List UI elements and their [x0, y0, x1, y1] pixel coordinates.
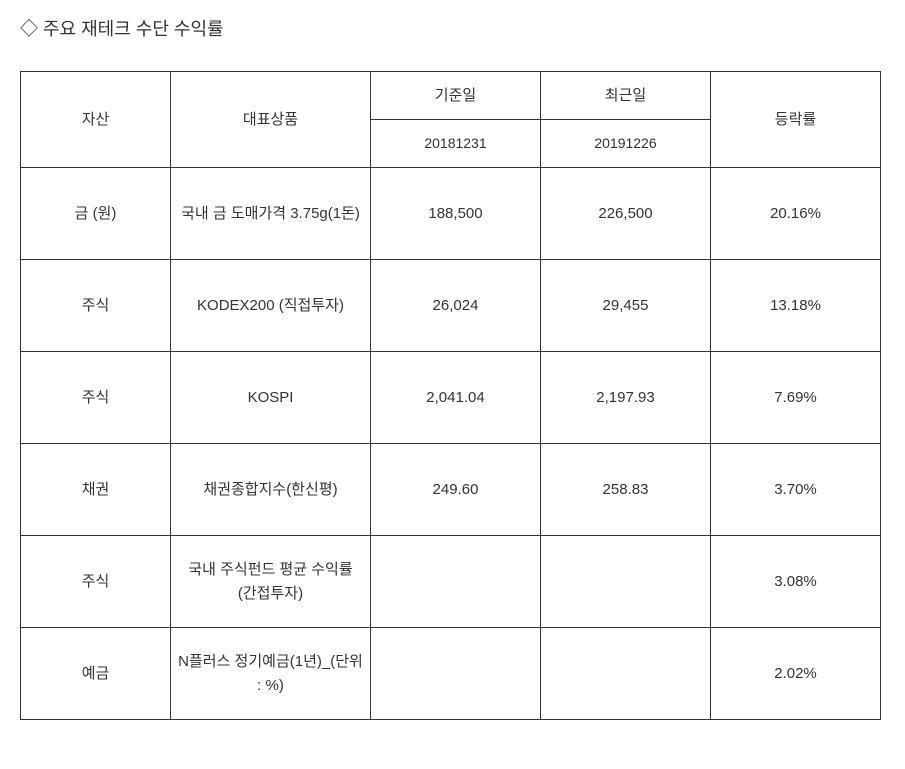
cell-rate: 3.70% [711, 444, 881, 536]
cell-rate: 3.08% [711, 536, 881, 628]
header-recent-date: 20191226 [541, 120, 711, 168]
cell-base: 249.60 [371, 444, 541, 536]
cell-base [371, 536, 541, 628]
table-row: 예금 N플러스 정기예금(1년)_(단위 : %) 2.02% [21, 628, 881, 720]
cell-asset: 주식 [21, 260, 171, 352]
cell-product: 국내 금 도매가격 3.75g(1돈) [171, 168, 371, 260]
cell-rate: 2.02% [711, 628, 881, 720]
cell-asset: 금 (원) [21, 168, 171, 260]
cell-recent: 29,455 [541, 260, 711, 352]
page-title: ◇ 주요 재테크 수단 수익률 [20, 15, 885, 41]
cell-recent: 2,197.93 [541, 352, 711, 444]
cell-base: 188,500 [371, 168, 541, 260]
header-base-date-label: 기준일 [371, 72, 541, 120]
table-row: 주식 국내 주식펀드 평균 수익률 (간접투자) 3.08% [21, 536, 881, 628]
cell-asset: 예금 [21, 628, 171, 720]
cell-asset: 주식 [21, 352, 171, 444]
cell-recent [541, 628, 711, 720]
header-base-date: 20181231 [371, 120, 541, 168]
cell-asset: 주식 [21, 536, 171, 628]
table-row: 주식 KODEX200 (직접투자) 26,024 29,455 13.18% [21, 260, 881, 352]
cell-product: N플러스 정기예금(1년)_(단위 : %) [171, 628, 371, 720]
cell-rate: 13.18% [711, 260, 881, 352]
table-body: 금 (원) 국내 금 도매가격 3.75g(1돈) 188,500 226,50… [21, 168, 881, 720]
cell-recent: 226,500 [541, 168, 711, 260]
cell-asset: 채권 [21, 444, 171, 536]
cell-product: 국내 주식펀드 평균 수익률 (간접투자) [171, 536, 371, 628]
table-header-row-1: 자산 대표상품 기준일 최근일 등락률 [21, 72, 881, 120]
table-row: 채권 채권종합지수(한신평) 249.60 258.83 3.70% [21, 444, 881, 536]
cell-base [371, 628, 541, 720]
header-rate: 등락률 [711, 72, 881, 168]
returns-table: 자산 대표상품 기준일 최근일 등락률 20181231 20191226 금 … [20, 71, 881, 720]
header-product: 대표상품 [171, 72, 371, 168]
cell-base: 2,041.04 [371, 352, 541, 444]
cell-rate: 7.69% [711, 352, 881, 444]
cell-product: KODEX200 (직접투자) [171, 260, 371, 352]
cell-recent [541, 536, 711, 628]
cell-rate: 20.16% [711, 168, 881, 260]
cell-product: 채권종합지수(한신평) [171, 444, 371, 536]
table-row: 금 (원) 국내 금 도매가격 3.75g(1돈) 188,500 226,50… [21, 168, 881, 260]
cell-product: KOSPI [171, 352, 371, 444]
table-row: 주식 KOSPI 2,041.04 2,197.93 7.69% [21, 352, 881, 444]
cell-recent: 258.83 [541, 444, 711, 536]
cell-base: 26,024 [371, 260, 541, 352]
header-asset: 자산 [21, 72, 171, 168]
header-recent-date-label: 최근일 [541, 72, 711, 120]
